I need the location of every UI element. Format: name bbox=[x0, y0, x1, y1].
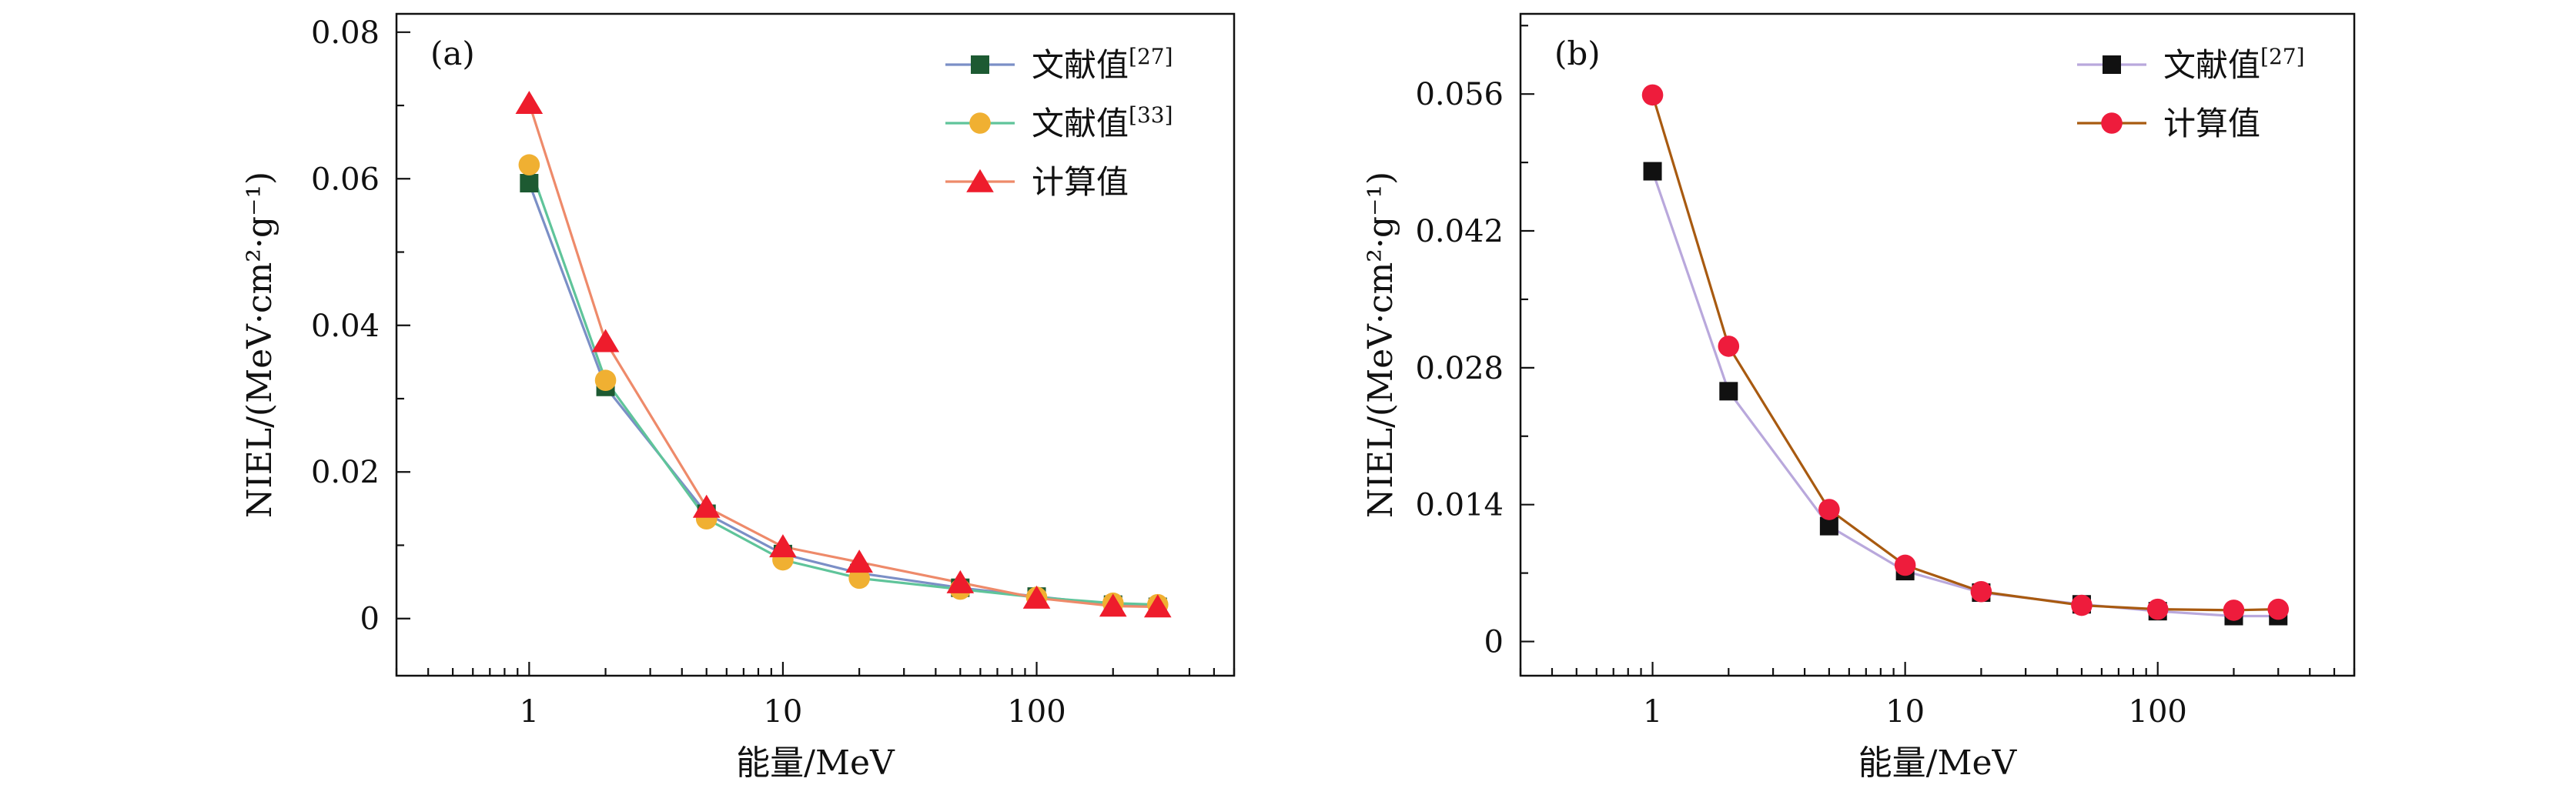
data-point bbox=[845, 549, 873, 573]
data-point bbox=[2223, 600, 2245, 621]
legend-marker bbox=[966, 169, 994, 192]
y-tick-label: 0.04 bbox=[311, 309, 380, 344]
panel-label: (b) bbox=[1554, 35, 1601, 72]
data-point bbox=[2267, 598, 2290, 620]
x-tick-label: 1 bbox=[520, 694, 539, 730]
legend-entry-text: 文献值 bbox=[1032, 46, 1129, 84]
legend-entry: 文献值[27] bbox=[2163, 44, 2305, 84]
y-tick-label: 0.028 bbox=[1415, 351, 1504, 386]
legend-marker bbox=[2103, 55, 2121, 74]
data-point bbox=[1894, 554, 1916, 576]
x-axis-title: 能量/MeV bbox=[1858, 743, 2018, 783]
data-point bbox=[1641, 84, 1664, 106]
legend-entry: 计算值 bbox=[2163, 105, 2260, 142]
x-tick-label: 10 bbox=[763, 694, 802, 730]
x-tick-label: 100 bbox=[2129, 694, 2187, 730]
y-tick-label: 0.042 bbox=[1415, 214, 1504, 249]
panel-label: (a) bbox=[430, 35, 475, 72]
x-axis-title: 能量/MeV bbox=[736, 743, 895, 783]
data-point bbox=[1643, 162, 1662, 181]
data-point bbox=[1143, 594, 1172, 618]
y-tick-label: 0.014 bbox=[1415, 488, 1504, 523]
legend-entry: 计算值 bbox=[1032, 163, 1129, 201]
data-point bbox=[2071, 594, 2093, 616]
data-point bbox=[520, 174, 539, 192]
data-point bbox=[946, 570, 975, 593]
y-axis-title: NIEL/(MeV·cm²·g⁻¹) bbox=[240, 172, 279, 518]
x-tick-label: 1 bbox=[1643, 694, 1662, 730]
legend-entry-text: 文献值 bbox=[2163, 46, 2260, 84]
legend-entry-text: 计算值 bbox=[2163, 105, 2260, 142]
data-point bbox=[1970, 580, 1992, 603]
legend-entry-sup: [27] bbox=[1129, 44, 1173, 69]
data-point bbox=[1099, 593, 1127, 617]
data-point bbox=[518, 154, 540, 175]
data-point bbox=[1818, 499, 1840, 520]
series-line bbox=[527, 182, 1158, 609]
legend-entry: 文献值[27] bbox=[1032, 44, 1173, 84]
legend-marker bbox=[2101, 112, 2123, 134]
plot-frame bbox=[1519, 12, 2356, 677]
y-tick-label: 0.08 bbox=[311, 15, 380, 51]
y-tick-label: 0.02 bbox=[311, 455, 380, 490]
legend-marker bbox=[969, 112, 991, 134]
data-point bbox=[594, 369, 617, 391]
y-tick-label: 0.06 bbox=[311, 162, 380, 197]
data-point bbox=[1022, 585, 1051, 609]
data-point bbox=[515, 90, 544, 114]
legend-marker bbox=[971, 55, 989, 74]
y-tick-label: 0 bbox=[360, 602, 380, 637]
data-point bbox=[1718, 336, 1740, 357]
y-tick-label: 0 bbox=[1484, 625, 1504, 660]
x-tick-label: 10 bbox=[1885, 694, 1925, 730]
panel-a: 1 10 100 0 0.02 0.04 0.06 0.08 能量/MeV NIEL/(MeV·c… bbox=[240, 12, 1236, 783]
plot-frame bbox=[395, 12, 1236, 677]
x-tick-label: 100 bbox=[1007, 694, 1066, 730]
series-line bbox=[1651, 170, 2279, 618]
data-point bbox=[591, 329, 620, 352]
legend-entry-sup: [33] bbox=[1129, 102, 1173, 128]
data-point bbox=[769, 534, 797, 558]
y-axis-title: NIEL/(MeV·cm²·g⁻¹) bbox=[1361, 172, 1400, 518]
panel-b: 1 10 100 0 0.014 0.028 0.042 0.056 能量/MeV NIEL/(M… bbox=[1361, 12, 2356, 783]
legend-entry-text: 文献值 bbox=[1032, 105, 1129, 142]
legend-entry-text: 计算值 bbox=[1032, 163, 1129, 201]
data-point bbox=[848, 567, 870, 590]
legend-entry: 文献值[33] bbox=[1032, 102, 1173, 142]
data-point bbox=[692, 494, 721, 518]
y-tick-label: 0.056 bbox=[1415, 77, 1504, 112]
data-point bbox=[2146, 598, 2169, 620]
series-line bbox=[527, 164, 1158, 606]
legend-entry-sup: [27] bbox=[2260, 44, 2304, 69]
series-line bbox=[1651, 94, 2279, 612]
data-point bbox=[1719, 382, 1738, 401]
